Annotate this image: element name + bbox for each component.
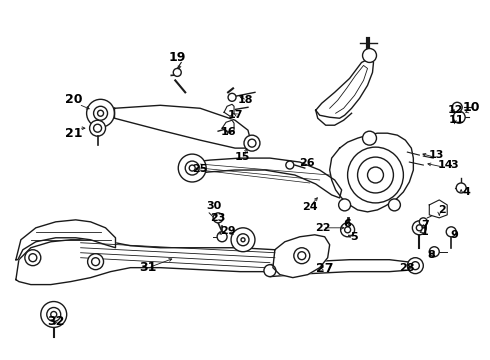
Text: 30: 30 <box>206 201 222 211</box>
Text: 28: 28 <box>399 263 414 273</box>
Text: 1: 1 <box>420 227 428 237</box>
Text: 6: 6 <box>343 219 351 229</box>
Polygon shape <box>270 260 416 276</box>
Circle shape <box>341 223 355 237</box>
Text: 21: 21 <box>65 127 82 140</box>
Circle shape <box>344 227 350 233</box>
Circle shape <box>217 232 227 242</box>
Circle shape <box>88 254 103 270</box>
Text: 31: 31 <box>140 261 157 274</box>
Circle shape <box>213 213 223 223</box>
Circle shape <box>339 199 350 211</box>
Circle shape <box>363 49 376 62</box>
Circle shape <box>47 307 61 321</box>
Circle shape <box>407 258 423 274</box>
Text: 9: 9 <box>450 230 458 240</box>
Text: 13: 13 <box>429 150 444 160</box>
Circle shape <box>92 258 99 266</box>
Circle shape <box>456 183 466 193</box>
Text: 22: 22 <box>315 223 330 233</box>
Polygon shape <box>224 104 234 116</box>
Circle shape <box>453 111 465 123</box>
Circle shape <box>298 252 306 260</box>
Text: 20: 20 <box>65 93 82 106</box>
Circle shape <box>244 135 260 151</box>
Circle shape <box>363 131 376 145</box>
Text: 4: 4 <box>462 187 470 197</box>
Circle shape <box>358 157 393 193</box>
Circle shape <box>413 221 426 235</box>
Circle shape <box>29 254 37 262</box>
Polygon shape <box>429 200 447 218</box>
Text: 7: 7 <box>421 220 429 230</box>
Text: 3: 3 <box>450 160 458 170</box>
Circle shape <box>41 302 67 328</box>
Circle shape <box>237 234 249 246</box>
Circle shape <box>90 120 105 136</box>
Circle shape <box>189 165 195 171</box>
Circle shape <box>264 265 276 276</box>
Circle shape <box>178 154 206 182</box>
Polygon shape <box>222 120 234 133</box>
Text: 25: 25 <box>193 164 208 174</box>
Text: 8: 8 <box>427 250 435 260</box>
Text: 5: 5 <box>350 232 357 242</box>
Circle shape <box>347 147 403 203</box>
Text: 29: 29 <box>220 226 236 236</box>
Polygon shape <box>192 158 342 198</box>
Circle shape <box>294 248 310 264</box>
Circle shape <box>429 247 439 257</box>
Circle shape <box>446 227 456 237</box>
Circle shape <box>419 218 427 226</box>
Circle shape <box>231 228 255 252</box>
Text: 18: 18 <box>237 95 253 105</box>
Text: 23: 23 <box>210 213 226 223</box>
Polygon shape <box>115 105 250 148</box>
Circle shape <box>241 238 245 242</box>
Text: 2: 2 <box>439 205 446 215</box>
Circle shape <box>173 68 181 76</box>
Polygon shape <box>273 235 330 278</box>
Circle shape <box>228 93 236 101</box>
Polygon shape <box>16 220 116 260</box>
Text: 15: 15 <box>234 152 250 162</box>
Polygon shape <box>316 58 373 118</box>
Text: 32: 32 <box>47 315 64 328</box>
Circle shape <box>389 199 400 211</box>
Polygon shape <box>16 240 290 285</box>
Circle shape <box>286 161 294 169</box>
Text: 10: 10 <box>463 101 480 114</box>
Circle shape <box>452 102 462 112</box>
Circle shape <box>25 250 41 266</box>
Polygon shape <box>330 133 414 212</box>
Text: 26: 26 <box>299 158 315 168</box>
Circle shape <box>98 110 103 116</box>
Text: 19: 19 <box>169 51 186 64</box>
Circle shape <box>185 161 199 175</box>
Text: 17: 17 <box>227 110 243 120</box>
Circle shape <box>94 124 101 132</box>
Text: 16: 16 <box>220 127 236 137</box>
Circle shape <box>368 167 384 183</box>
Circle shape <box>416 225 422 231</box>
Text: 24: 24 <box>302 202 318 212</box>
Text: 11: 11 <box>448 115 464 125</box>
Circle shape <box>412 262 419 270</box>
Circle shape <box>51 311 57 318</box>
Circle shape <box>248 139 256 147</box>
Text: 27: 27 <box>316 262 333 275</box>
Text: 12: 12 <box>447 105 463 115</box>
Circle shape <box>87 99 115 127</box>
Text: 14: 14 <box>438 160 453 170</box>
Circle shape <box>94 106 107 120</box>
